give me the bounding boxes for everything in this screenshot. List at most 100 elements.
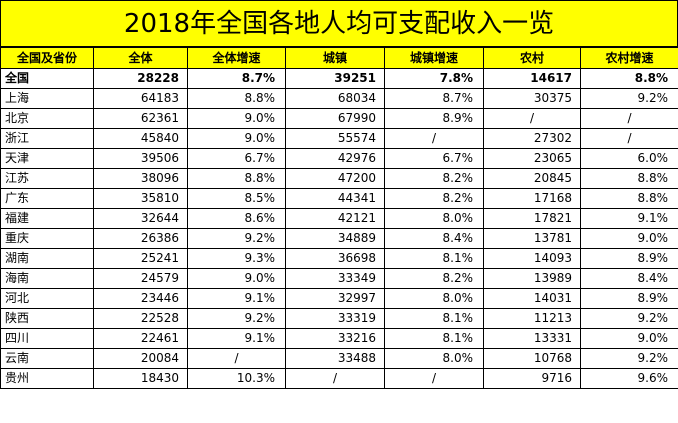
cell-overall-growth: 8.5% xyxy=(187,188,286,209)
cell-overall: 64183 xyxy=(93,88,188,109)
cell-overall: 25241 xyxy=(93,248,188,269)
table-row: 天津 39506 6.7% 42976 6.7% 23065 6.0% xyxy=(0,148,678,169)
cell-rural-growth: 9.6% xyxy=(580,368,678,389)
cell-region: 四川 xyxy=(0,328,94,349)
header-urban-growth: 城镇增速 xyxy=(384,47,484,69)
cell-urban: 36698 xyxy=(285,248,385,269)
cell-rural: 11213 xyxy=(483,308,581,329)
cell-urban: / xyxy=(285,368,385,389)
header-rural: 农村 xyxy=(483,47,581,69)
cell-region: 云南 xyxy=(0,348,94,369)
cell-overall-growth: 9.1% xyxy=(187,288,286,309)
cell-rural: 9716 xyxy=(483,368,581,389)
header-row: 全国及省份 全体 全体增速 城镇 城镇增速 农村 农村增速 xyxy=(0,47,678,69)
cell-overall-growth: 9.0% xyxy=(187,108,286,129)
cell-urban-growth: 6.7% xyxy=(384,148,484,169)
cell-rural-growth: 8.9% xyxy=(580,288,678,309)
cell-overall-growth: 8.6% xyxy=(187,208,286,229)
table-row: 河北 23446 9.1% 32997 8.0% 14031 8.9% xyxy=(0,288,678,309)
cell-overall-growth: 9.3% xyxy=(187,248,286,269)
cell-urban-growth: 8.7% xyxy=(384,88,484,109)
cell-overall: 22461 xyxy=(93,328,188,349)
cell-urban-growth: 8.0% xyxy=(384,208,484,229)
cell-urban-growth: / xyxy=(384,368,484,389)
cell-region: 上海 xyxy=(0,88,94,109)
cell-urban: 67990 xyxy=(285,108,385,129)
header-urban: 城镇 xyxy=(285,47,385,69)
cell-overall: 18430 xyxy=(93,368,188,389)
cell-region: 北京 xyxy=(0,108,94,129)
cell-region: 贵州 xyxy=(0,368,94,389)
cell-region: 重庆 xyxy=(0,228,94,249)
cell-overall-growth: 9.1% xyxy=(187,328,286,349)
cell-overall-growth: / xyxy=(187,348,286,369)
cell-urban: 33216 xyxy=(285,328,385,349)
header-overall-growth: 全体增速 xyxy=(187,47,286,69)
cell-rural: 27302 xyxy=(483,128,581,149)
cell-region: 湖南 xyxy=(0,248,94,269)
table-body: 全国 28228 8.7% 39251 7.8% 14617 8.8% 上海 64183 8.8%… xyxy=(0,68,678,389)
table-row: 浙江 45840 9.0% 55574/27302/ xyxy=(0,128,678,149)
table-row: 福建 32644 8.6% 42121 8.0% 17821 9.1% xyxy=(0,208,678,229)
cell-rural: 13331 xyxy=(483,328,581,349)
cell-rural-growth: 8.9% xyxy=(580,248,678,269)
cell-rural-growth: 8.8% xyxy=(580,68,678,89)
cell-rural-growth: 8.8% xyxy=(580,168,678,189)
cell-rural-growth: 8.8% xyxy=(580,188,678,209)
cell-overall: 39506 xyxy=(93,148,188,169)
cell-overall: 38096 xyxy=(93,168,188,189)
cell-urban-growth: 8.2% xyxy=(384,168,484,189)
cell-region: 广东 xyxy=(0,188,94,209)
cell-urban-growth: 8.2% xyxy=(384,268,484,289)
cell-rural-growth: 9.2% xyxy=(580,348,678,369)
header-overall: 全体 xyxy=(93,47,188,69)
cell-region: 河北 xyxy=(0,288,94,309)
cell-rural-growth: 9.0% xyxy=(580,228,678,249)
cell-region: 陕西 xyxy=(0,308,94,329)
cell-rural: 13989 xyxy=(483,268,581,289)
cell-urban: 39251 xyxy=(285,68,385,89)
cell-overall: 45840 xyxy=(93,128,188,149)
cell-region: 天津 xyxy=(0,148,94,169)
page-title: 2018年全国各地人均可支配收入一览 xyxy=(0,0,678,47)
cell-rural: 10768 xyxy=(483,348,581,369)
cell-rural: 20845 xyxy=(483,168,581,189)
cell-region: 江苏 xyxy=(0,168,94,189)
cell-overall-growth: 9.2% xyxy=(187,308,286,329)
table-row: 陕西 22528 9.2% 33319 8.1% 11213 9.2% xyxy=(0,308,678,329)
cell-overall: 35810 xyxy=(93,188,188,209)
cell-rural: 14617 xyxy=(483,68,581,89)
cell-rural: 30375 xyxy=(483,88,581,109)
cell-urban: 42976 xyxy=(285,148,385,169)
cell-rural-growth: 9.2% xyxy=(580,88,678,109)
cell-overall-growth: 8.8% xyxy=(187,88,286,109)
cell-overall: 62361 xyxy=(93,108,188,129)
cell-overall-growth: 9.0% xyxy=(187,128,286,149)
table-row: 北京 62361 9.0% 67990 8.9% / / xyxy=(0,108,678,129)
cell-urban-growth: / xyxy=(384,128,484,149)
cell-rural-growth: / xyxy=(580,108,678,129)
cell-rural: 17168 xyxy=(483,188,581,209)
cell-urban-growth: 7.8% xyxy=(384,68,484,89)
cell-overall: 24579 xyxy=(93,268,188,289)
cell-rural: 14031 xyxy=(483,288,581,309)
table-row: 上海 64183 8.8% 68034 8.7% 30375 9.2% xyxy=(0,88,678,109)
cell-overall-growth: 8.8% xyxy=(187,168,286,189)
income-table: 全国及省份 全体 全体增速 城镇 城镇增速 农村 农村增速 全国 28228 8.7… xyxy=(0,47,678,389)
cell-rural: 23065 xyxy=(483,148,581,169)
cell-overall: 22528 xyxy=(93,308,188,329)
cell-urban: 44341 xyxy=(285,188,385,209)
cell-overall: 26386 xyxy=(93,228,188,249)
cell-urban: 55574 xyxy=(285,128,385,149)
cell-overall-growth: 6.7% xyxy=(187,148,286,169)
table-row: 海南 24579 9.0% 33349 8.2% 13989 8.4% xyxy=(0,268,678,289)
cell-urban-growth: 8.4% xyxy=(384,228,484,249)
cell-rural: 14093 xyxy=(483,248,581,269)
cell-rural: 17821 xyxy=(483,208,581,229)
table-row: 贵州 18430 10.3% //9716 9.6% xyxy=(0,368,678,389)
header-rural-growth: 农村增速 xyxy=(580,47,678,69)
cell-urban: 33488 xyxy=(285,348,385,369)
cell-overall-growth: 9.0% xyxy=(187,268,286,289)
cell-urban: 32997 xyxy=(285,288,385,309)
cell-urban-growth: 8.2% xyxy=(384,188,484,209)
